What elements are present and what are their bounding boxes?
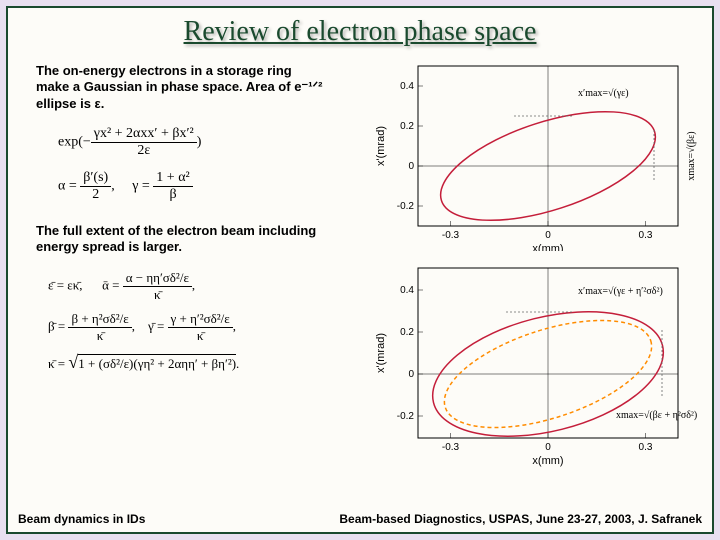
slide-frame: Review of electron phase space The on-en… (6, 6, 714, 534)
svg-text:0: 0 (408, 369, 414, 380)
svg-text:-0.2: -0.2 (397, 201, 415, 212)
x-axis-label: x(mm) (532, 455, 563, 467)
footer-right: Beam-based Diagnostics, USPAS, June 23-2… (339, 512, 702, 526)
svg-text:0.2: 0.2 (400, 121, 414, 132)
svg-text:0.4: 0.4 (400, 285, 414, 296)
svg-text:0: 0 (545, 230, 551, 241)
annot-xprime-max: x′max=√(γε + η′²σδ²) (578, 286, 663, 297)
svg-text:0.3: 0.3 (639, 230, 653, 241)
annot-x-max: xmax=√(βε + η²σδ²) (616, 410, 697, 421)
svg-text:0: 0 (408, 161, 414, 172)
y-axis-label: x'(mrad) (375, 333, 387, 373)
paragraph-1: The on-energy electrons in a storage rin… (36, 63, 326, 112)
exp-label: exp (58, 135, 78, 150)
svg-text:0: 0 (545, 442, 551, 453)
formula-exp: exp(−γx² + 2αxx′ + βx′²2ε) (58, 126, 318, 159)
footer-left: Beam dynamics in IDs (18, 512, 145, 526)
svg-text:0.2: 0.2 (400, 327, 414, 338)
svg-text:-0.2: -0.2 (397, 411, 415, 422)
formula-bar-set: ε̄ = εκ̄, ᾱ = α − ηη′σδ²/εκ̄, β̄ = β + η… (48, 270, 358, 373)
svg-text:-0.3: -0.3 (442, 230, 460, 241)
annot-xprime-max: x′max=√(γε) (578, 88, 629, 99)
formula-alpha-gamma: α = β′(s)2, γ = 1 + α²β (58, 170, 318, 203)
slide-title: Review of electron phase space (8, 16, 712, 48)
paragraph-2: The full extent of the electron beam inc… (36, 223, 326, 256)
phase-space-chart-1: -0.3 0 0.3 -0.2 0 0.2 0.4 x(mm) x'(mrad)… (368, 56, 698, 251)
phase-space-chart-2: -0.3 0 0.3 -0.2 0 0.2 0.4 x(mm) x'(mrad)… (368, 258, 708, 478)
svg-text:0.4: 0.4 (400, 81, 414, 92)
svg-text:0.3: 0.3 (639, 442, 653, 453)
svg-text:-0.3: -0.3 (442, 442, 460, 453)
annot-x-max: xmax=√(βε) (686, 131, 697, 180)
y-axis-label: x'(mrad) (375, 126, 387, 166)
x-axis-label: x(mm) (532, 243, 563, 251)
